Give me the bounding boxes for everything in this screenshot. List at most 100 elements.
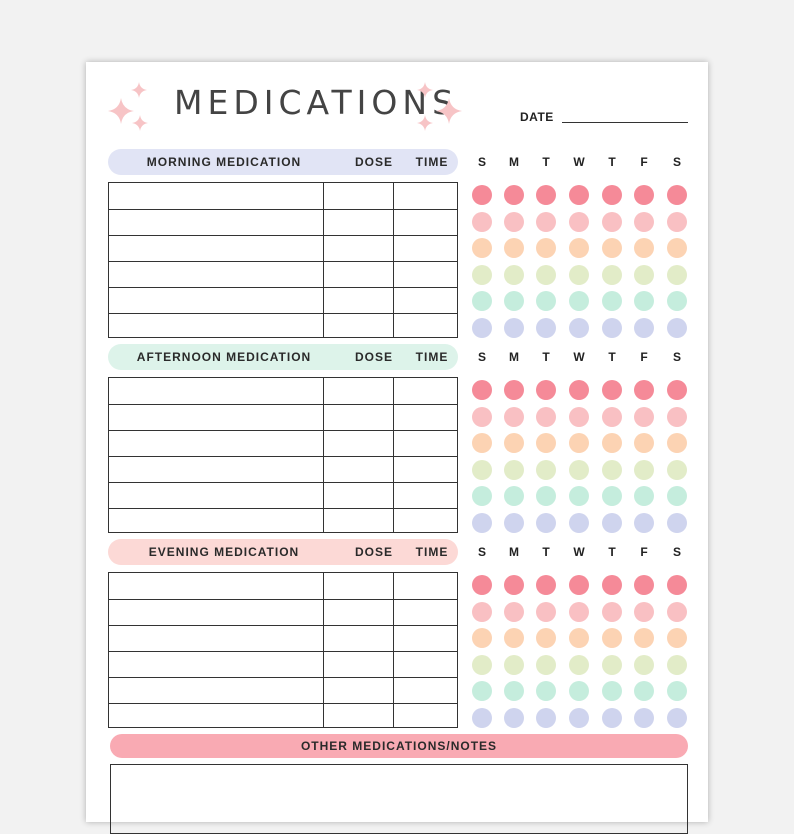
- dose-checkbox-dot[interactable]: [602, 459, 622, 480]
- dose-checkbox-dot[interactable]: [569, 380, 589, 400]
- dose-checkbox-dot[interactable]: [472, 317, 492, 338]
- dose-checkbox-dot[interactable]: [667, 628, 687, 648]
- dose-checkbox-dot[interactable]: [602, 264, 622, 285]
- dose-checkbox-dot[interactable]: [472, 601, 492, 622]
- dose-checkbox-dot[interactable]: [504, 291, 524, 311]
- dose-checkbox-dot[interactable]: [569, 406, 589, 427]
- dose-checkbox-dot[interactable]: [472, 575, 492, 595]
- dose-checkbox-dot[interactable]: [602, 707, 622, 728]
- dose-checkbox-dot[interactable]: [472, 654, 492, 675]
- dose-checkbox-dot[interactable]: [667, 264, 687, 285]
- dose-checkbox-dot[interactable]: [472, 486, 492, 506]
- dose-checkbox-dot[interactable]: [569, 486, 589, 506]
- dose-checkbox-dot[interactable]: [634, 628, 654, 648]
- dose-checkbox-dot[interactable]: [667, 707, 687, 728]
- dose-checkbox-dot[interactable]: [602, 654, 622, 675]
- dose-checkbox-dot[interactable]: [536, 707, 556, 728]
- dose-checkbox-dot[interactable]: [536, 291, 556, 311]
- dose-checkbox-dot[interactable]: [472, 433, 492, 453]
- dose-checkbox-dot[interactable]: [504, 459, 524, 480]
- dose-checkbox-dot[interactable]: [504, 512, 524, 533]
- dose-checkbox-dot[interactable]: [472, 681, 492, 701]
- dose-checkbox-dot[interactable]: [504, 486, 524, 506]
- dose-checkbox-dot[interactable]: [667, 575, 687, 595]
- medication-table-evening[interactable]: [108, 572, 458, 728]
- dose-checkbox-dot[interactable]: [667, 317, 687, 338]
- dose-checkbox-dot[interactable]: [504, 707, 524, 728]
- medication-table-morning[interactable]: [108, 182, 458, 338]
- dose-checkbox-dot[interactable]: [634, 707, 654, 728]
- dose-checkbox-dot[interactable]: [472, 459, 492, 480]
- dose-checkbox-dot[interactable]: [634, 291, 654, 311]
- dose-checkbox-dot[interactable]: [504, 681, 524, 701]
- dose-checkbox-dot[interactable]: [504, 575, 524, 595]
- dose-checkbox-dot[interactable]: [634, 486, 654, 506]
- dose-checkbox-dot[interactable]: [667, 185, 687, 205]
- dose-checkbox-dot[interactable]: [634, 406, 654, 427]
- dose-checkbox-dot[interactable]: [667, 459, 687, 480]
- dose-checkbox-dot[interactable]: [667, 238, 687, 258]
- dose-checkbox-dot[interactable]: [569, 459, 589, 480]
- dose-checkbox-dot[interactable]: [667, 380, 687, 400]
- dose-checkbox-dot[interactable]: [569, 512, 589, 533]
- dose-checkbox-dot[interactable]: [634, 575, 654, 595]
- dose-checkbox-dot[interactable]: [472, 211, 492, 232]
- dose-checkbox-dot[interactable]: [602, 601, 622, 622]
- dose-checkbox-dot[interactable]: [472, 406, 492, 427]
- dose-checkbox-dot[interactable]: [504, 211, 524, 232]
- dose-checkbox-dot[interactable]: [504, 264, 524, 285]
- dose-checkbox-dot[interactable]: [569, 211, 589, 232]
- dose-checkbox-dot[interactable]: [602, 291, 622, 311]
- dose-checkbox-dot[interactable]: [504, 654, 524, 675]
- dose-checkbox-dot[interactable]: [472, 291, 492, 311]
- dose-checkbox-dot[interactable]: [536, 264, 556, 285]
- dose-checkbox-dot[interactable]: [667, 291, 687, 311]
- dose-checkbox-dot[interactable]: [536, 575, 556, 595]
- dose-checkbox-dot[interactable]: [569, 654, 589, 675]
- dose-checkbox-dot[interactable]: [472, 238, 492, 258]
- dose-checkbox-dot[interactable]: [634, 681, 654, 701]
- dose-checkbox-dot[interactable]: [569, 238, 589, 258]
- dose-checkbox-dot[interactable]: [504, 433, 524, 453]
- dose-checkbox-dot[interactable]: [569, 317, 589, 338]
- dose-checkbox-dot[interactable]: [504, 628, 524, 648]
- dose-checkbox-dot[interactable]: [602, 575, 622, 595]
- dose-checkbox-dot[interactable]: [667, 512, 687, 533]
- dose-checkbox-dot[interactable]: [536, 433, 556, 453]
- dose-checkbox-dot[interactable]: [602, 512, 622, 533]
- dose-checkbox-dot[interactable]: [634, 380, 654, 400]
- dose-checkbox-dot[interactable]: [569, 628, 589, 648]
- dose-checkbox-dot[interactable]: [504, 185, 524, 205]
- dose-checkbox-dot[interactable]: [634, 185, 654, 205]
- dose-checkbox-dot[interactable]: [569, 291, 589, 311]
- dose-checkbox-dot[interactable]: [536, 512, 556, 533]
- dose-checkbox-dot[interactable]: [472, 264, 492, 285]
- dose-checkbox-dot[interactable]: [472, 628, 492, 648]
- dose-checkbox-dot[interactable]: [602, 185, 622, 205]
- dose-checkbox-dot[interactable]: [504, 601, 524, 622]
- dose-checkbox-dot[interactable]: [667, 681, 687, 701]
- dose-checkbox-dot[interactable]: [472, 512, 492, 533]
- dose-checkbox-dot[interactable]: [472, 185, 492, 205]
- dose-checkbox-dot[interactable]: [536, 601, 556, 622]
- dose-checkbox-dot[interactable]: [536, 317, 556, 338]
- dose-checkbox-dot[interactable]: [569, 433, 589, 453]
- dose-checkbox-dot[interactable]: [667, 601, 687, 622]
- dose-checkbox-dot[interactable]: [667, 406, 687, 427]
- dose-checkbox-dot[interactable]: [602, 433, 622, 453]
- dose-checkbox-dot[interactable]: [634, 238, 654, 258]
- medication-table-afternoon[interactable]: [108, 377, 458, 533]
- notes-box[interactable]: [110, 764, 688, 834]
- dose-checkbox-dot[interactable]: [634, 654, 654, 675]
- dose-checkbox-dot[interactable]: [602, 486, 622, 506]
- dose-checkbox-dot[interactable]: [569, 681, 589, 701]
- dose-checkbox-dot[interactable]: [569, 707, 589, 728]
- dose-checkbox-dot[interactable]: [634, 459, 654, 480]
- dose-checkbox-dot[interactable]: [472, 380, 492, 400]
- dose-checkbox-dot[interactable]: [602, 380, 622, 400]
- dose-checkbox-dot[interactable]: [667, 486, 687, 506]
- dose-checkbox-dot[interactable]: [504, 380, 524, 400]
- dose-checkbox-dot[interactable]: [667, 654, 687, 675]
- dose-checkbox-dot[interactable]: [536, 185, 556, 205]
- dose-checkbox-dot[interactable]: [536, 628, 556, 648]
